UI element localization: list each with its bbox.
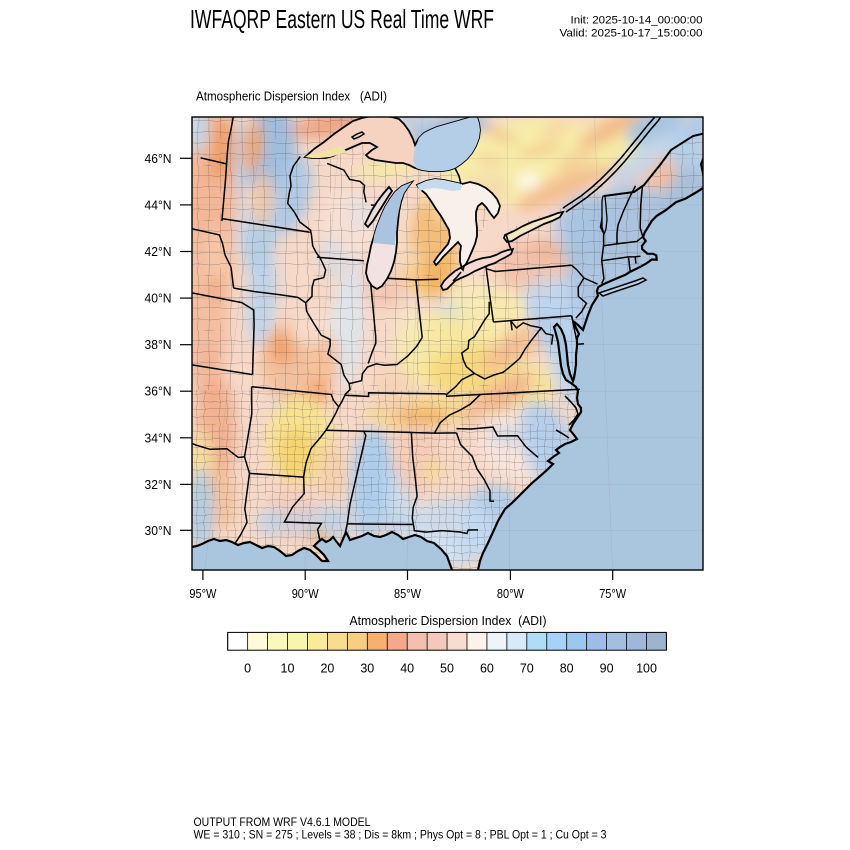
svg-text:70: 70 — [520, 662, 534, 676]
svg-text:44°N: 44°N — [145, 197, 172, 212]
svg-text:IWFAQRP Eastern US Real Time W: IWFAQRP Eastern US Real Time WRF — [190, 4, 494, 34]
svg-text:Init: 2025-10-14_00:00:00: Init: 2025-10-14_00:00:00 — [571, 15, 703, 27]
svg-text:80°W: 80°W — [497, 586, 525, 601]
svg-text:85°W: 85°W — [394, 586, 422, 601]
svg-text:75°W: 75°W — [599, 586, 627, 601]
svg-text:Atmospheric Dispersion Index: Atmospheric Dispersion Index (ADI) — [350, 614, 547, 628]
svg-text:10: 10 — [281, 662, 295, 676]
svg-text:95°W: 95°W — [189, 586, 217, 601]
svg-text:36°N: 36°N — [145, 384, 172, 399]
svg-text:Atmospheric Dispersion Index: Atmospheric Dispersion Index (ADI) — [196, 90, 387, 104]
svg-text:100: 100 — [636, 662, 657, 676]
svg-text:38°N: 38°N — [145, 337, 172, 352]
svg-text:34°N: 34°N — [145, 430, 172, 445]
svg-text:90°W: 90°W — [292, 586, 320, 601]
svg-text:0: 0 — [244, 662, 251, 676]
svg-text:30: 30 — [360, 662, 374, 676]
svg-text:OUTPUT FROM WRF V4.6.1 MODEL: OUTPUT FROM WRF V4.6.1 MODEL — [194, 815, 371, 829]
svg-text:40: 40 — [400, 662, 414, 676]
svg-text:20: 20 — [320, 662, 334, 676]
svg-text:32°N: 32°N — [145, 477, 172, 492]
svg-text:WE = 310 ; SN = 275 ; Levels =: WE = 310 ; SN = 275 ; Levels = 38 ; Dis … — [194, 828, 607, 842]
svg-text:50: 50 — [440, 662, 454, 676]
svg-text:42°N: 42°N — [145, 244, 172, 259]
svg-text:90: 90 — [600, 662, 614, 676]
svg-text:60: 60 — [480, 662, 494, 676]
svg-text:30°N: 30°N — [145, 523, 172, 538]
svg-text:46°N: 46°N — [145, 151, 172, 166]
svg-text:80: 80 — [560, 662, 574, 676]
svg-text:40°N: 40°N — [145, 291, 172, 306]
svg-text:Valid: 2025-10-17_15:00:00: Valid: 2025-10-17_15:00:00 — [560, 28, 703, 40]
